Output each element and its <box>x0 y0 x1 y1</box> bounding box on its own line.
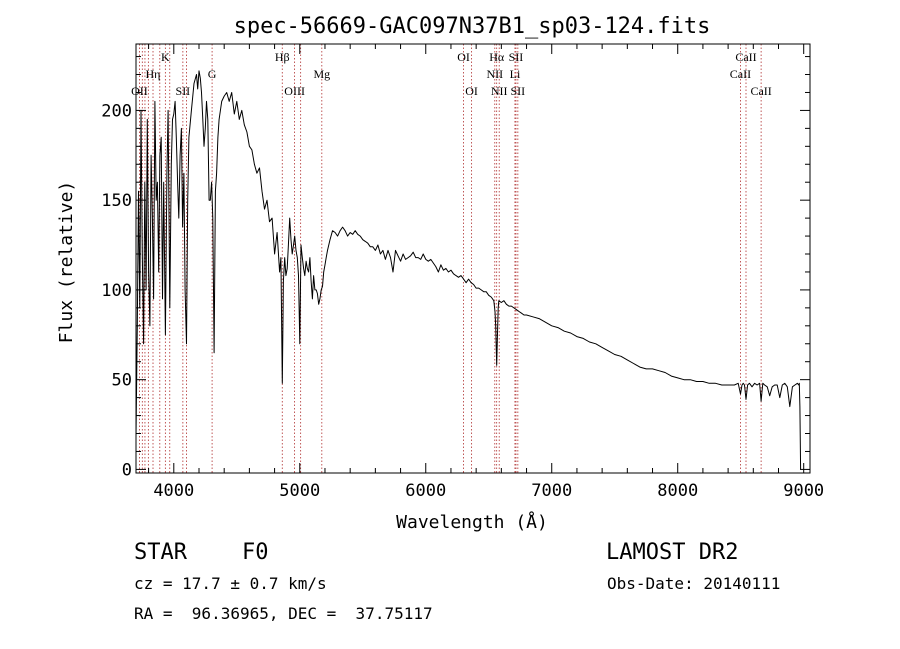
line-label-20: Li <box>510 67 521 81</box>
redshift-value: cz = 17.7 ± 0.7 km/s <box>134 574 327 593</box>
x-tick-label-3: 7000 <box>531 481 572 501</box>
survey-name: LAMOST DR2 <box>606 540 739 565</box>
line-label-17: NII <box>486 67 503 81</box>
line-label-15: OI <box>457 50 470 64</box>
line-label-4: Hη <box>146 67 161 81</box>
line-label-23: CaII <box>730 67 751 81</box>
plot-frame <box>135 43 811 474</box>
y-axis-label: Flux (relative) <box>56 181 77 344</box>
line-label-24: CaII <box>735 50 756 64</box>
spectrum-line <box>135 70 802 470</box>
chart-title: spec-56669-GAC097N37B1_sp03-124.fits <box>234 14 711 39</box>
y-axis-ticks: 0 50 100 150 200 <box>101 56 810 480</box>
y-tick-label-3: 150 <box>101 191 132 211</box>
x-tick-label-1: 5000 <box>279 481 320 501</box>
emission-line-labels: OIIHηKSIIGHβOIIIMgOIOINIIHαNIILiSIISIICa… <box>131 50 772 98</box>
x-tick-label-5: 9000 <box>783 481 824 501</box>
line-label-21: SII <box>509 50 524 64</box>
y-tick-label-0: 0 <box>122 460 132 480</box>
line-label-10: G <box>208 67 217 81</box>
x-tick-label-4: 8000 <box>657 481 698 501</box>
observation-date: Obs-Date: 20140111 <box>607 574 781 593</box>
line-label-8: SII <box>176 84 191 98</box>
line-label-19: NII <box>491 84 508 98</box>
y-tick-label-1: 50 <box>112 371 132 391</box>
line-label-14: Mg <box>313 67 330 81</box>
line-label-0: OII <box>131 84 148 98</box>
line-label-12: OIII <box>284 84 305 98</box>
line-label-11: Hβ <box>275 50 290 64</box>
line-label-25: CaII <box>750 84 771 98</box>
line-label-6: K <box>161 50 170 64</box>
x-axis-label: Wavelength (Å) <box>396 511 548 533</box>
y-tick-label-4: 200 <box>101 101 132 121</box>
object-class: STAR <box>134 540 187 565</box>
sky-coordinates: RA = 96.36965, DEC = 37.75117 <box>134 604 433 623</box>
line-label-16: OI <box>465 84 478 98</box>
object-subclass: F0 <box>242 540 269 565</box>
line-label-18: Hα <box>489 50 505 64</box>
emission-line-markers <box>139 44 762 473</box>
line-label-22: SII <box>511 84 526 98</box>
x-axis-ticks: 4000 5000 6000 7000 8000 9000 <box>148 44 824 501</box>
x-tick-label-0: 4000 <box>153 481 194 501</box>
x-tick-label-2: 6000 <box>405 481 446 501</box>
y-tick-label-2: 100 <box>101 281 132 301</box>
